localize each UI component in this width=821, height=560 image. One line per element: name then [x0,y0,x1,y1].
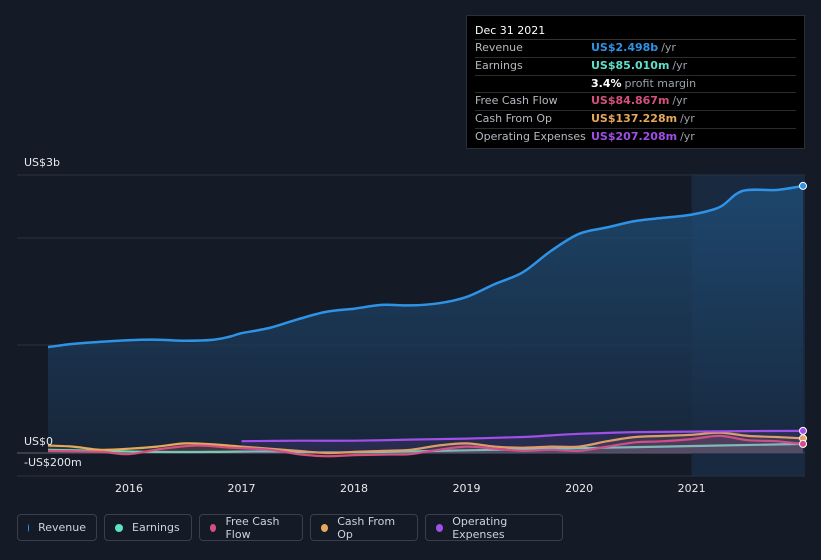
legend-item-revenue[interactable]: Revenue [17,514,97,541]
free-cash-flow-area [48,435,803,457]
operating-expenses-area [241,430,803,453]
revenue-line [47,184,804,349]
tooltip-row: Operating Expenses US$207.208m/yr [475,129,796,146]
x-tick-label: 2020 [565,482,593,495]
tooltip-row: Revenue US$2.498b/yr [475,40,796,58]
y-label-bottom: -US$200m [24,456,82,469]
free-cash-flow-end-point [799,439,807,448]
tooltip-row-unit: profit margin [624,76,697,90]
tooltip-row-label [475,76,591,93]
legend-item-free-cash-flow[interactable]: Free Cash Flow [199,514,303,541]
legend-label: Cash From Op [337,514,396,541]
tooltip-row: Earnings US$85.010m/yr [475,58,796,76]
tooltip-row-value: US$2.498b [591,41,659,54]
tooltip-row-value: US$85.010m [591,58,670,72]
legend-label: Operating Expenses [452,514,508,541]
y-label-top: US$3b [24,156,60,169]
legend-label: Free Cash Flow [225,514,280,541]
tooltip-row: 3.4% profit margin [475,76,796,94]
x-tick-label: 2016 [115,482,143,495]
x-tick-label: 2017 [228,482,256,495]
tooltip-row-label: Earnings [475,58,523,72]
tooltip-row-value: 3.4% [591,76,622,90]
tooltip-date: Dec 31 2021 [475,22,796,40]
tooltip-row-unit: /yr [680,129,695,143]
x-tick-label: 2019 [453,482,481,495]
tooltip-row-value: US$137.228m [591,112,678,126]
cash-from-op-line [47,431,804,455]
tooltip-panel: Dec 31 2021 Revenue US$2.498b/yr Earnings U… [466,15,805,149]
tooltip-row-unit: /yr [680,112,695,126]
legend-label: Revenue [38,521,86,534]
tooltip-row-value: US$207.208m [591,129,678,143]
series-layer [47,181,807,458]
legend-dot-icon [436,523,444,532]
legend-dot-icon [321,523,329,532]
tooltip-row-unit: /yr [672,94,688,108]
revenue-area [48,185,803,453]
legend-item-operating-expenses[interactable]: Operating Expenses [425,514,563,541]
x-tick-label: 2018 [340,482,368,495]
earnings-area [48,443,803,453]
legend-dot-icon [210,523,217,532]
y-label-zero: US$0 [24,435,53,448]
legend-dot-icon [28,523,30,532]
operating-expenses-end-point [799,426,807,435]
earnings-line [47,442,804,454]
tooltip-row-label: Free Cash Flow [475,94,558,108]
revenue-end-point [799,181,807,190]
tooltip-row-unit: /yr [672,58,688,72]
x-axis-ticks: 2016 2017 2018 2019 2020 2021 [115,482,706,495]
tooltip-row-label: Cash From Op [475,112,553,126]
legend-label: Earnings [132,521,180,534]
legend-dot-icon [115,523,123,532]
legend-item-earnings[interactable]: Earnings [104,514,192,541]
tooltip-row: Cash From Op US$137.228m/yr [475,111,796,129]
operating-expenses-line [241,429,804,443]
legend-item-cash-from-op[interactable]: Cash From Op [310,514,418,541]
tooltip-row-label: Operating Expenses [475,129,586,143]
tooltip-row-unit: /yr [661,41,676,54]
free-cash-flow-line [47,434,804,458]
tooltip-row: Free Cash Flow US$84.867m/yr [475,93,796,112]
x-tick-label: 2021 [678,482,706,495]
tooltip-row-label: Revenue [475,41,523,54]
tooltip-row-value: US$84.867m [591,94,670,108]
y-axis-labels: US$3b US$0 -US$200m [24,156,82,469]
